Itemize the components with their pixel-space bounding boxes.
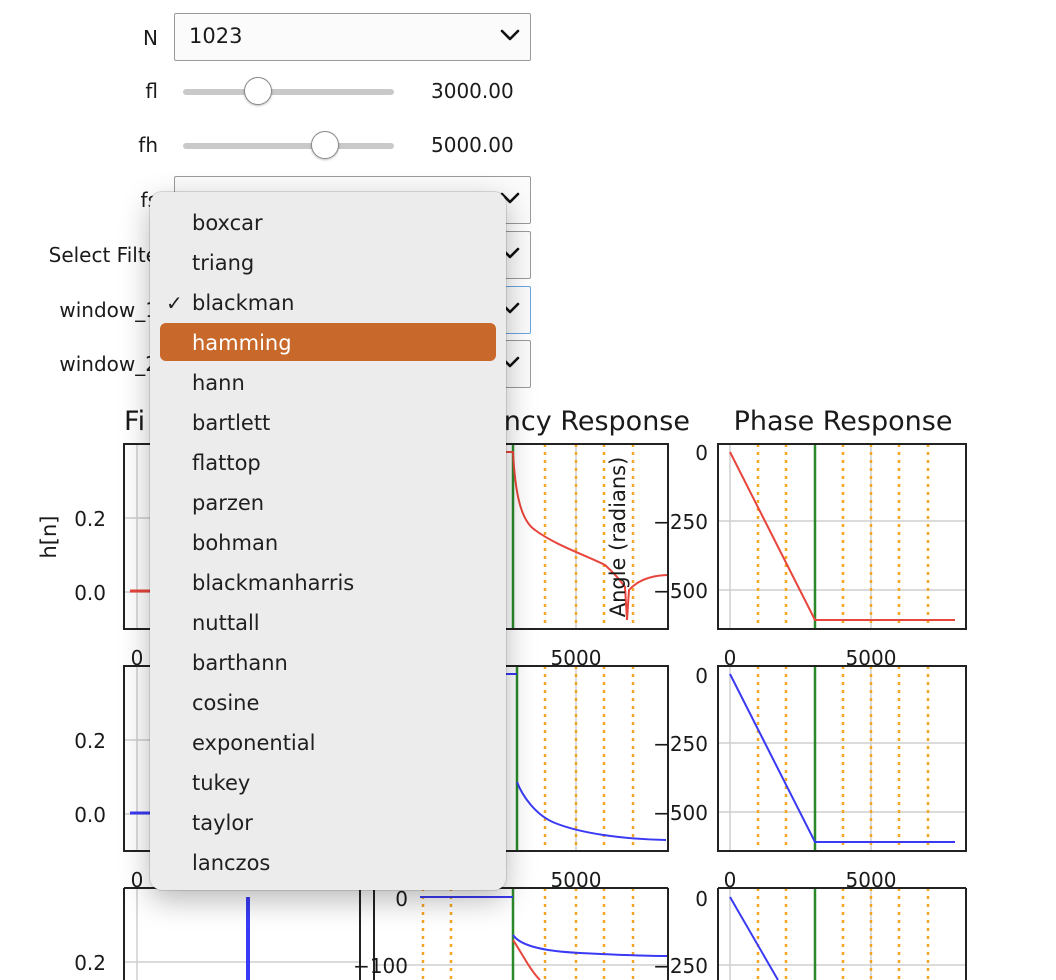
window-dropdown-menu[interactable]: boxcar triang ✓ blackman hamming hann bartlett… [150, 192, 506, 890]
x-tick: 0 [131, 868, 144, 892]
y-tick: 0.2 [74, 507, 106, 531]
menu-item-label: hann [192, 371, 245, 395]
menu-item-bartlett[interactable]: bartlett [160, 403, 496, 441]
menu-item-label: taylor [192, 811, 253, 835]
x-tick: 0 [724, 868, 737, 892]
y-tick: −250 [653, 954, 708, 978]
magnitude-trace-row3-red [512, 939, 541, 980]
y-tick: 0 [695, 887, 708, 911]
y-tick: 0 [395, 887, 408, 911]
fh-label: fh [138, 133, 158, 157]
menu-item-bohman[interactable]: bohman [160, 523, 496, 561]
y-tick: −500 [653, 801, 708, 825]
fl-label: fl [145, 79, 158, 103]
menu-item-flattop[interactable]: flattop [160, 443, 496, 481]
y-tick: −250 [653, 510, 708, 534]
menu-item-boxcar[interactable]: boxcar [160, 203, 496, 241]
y-tick: −250 [653, 732, 708, 756]
menu-item-cosine[interactable]: cosine [160, 683, 496, 721]
fh-slider-thumb[interactable] [311, 131, 340, 159]
chevron-down-icon [500, 192, 520, 204]
menu-item-label: nuttall [192, 611, 260, 635]
menu-item-label: blackman [192, 291, 295, 315]
x-tick: 0 [724, 646, 737, 670]
menu-item-blackman[interactable]: ✓ blackman [160, 283, 496, 321]
phase-response-plot-row3: 0 −250 [653, 887, 967, 980]
menu-item-label: exponential [192, 731, 316, 755]
phase-response-plot-row2: 0 −250 −500 0 5000 [653, 664, 967, 892]
magnitude-response-plot-row1: 5000 [373, 443, 669, 670]
menu-item-lanczos[interactable]: lanczos [160, 843, 496, 881]
menu-item-label: tukey [192, 771, 251, 795]
menu-item-label: barthann [192, 651, 288, 675]
menu-item-label: parzen [192, 491, 265, 515]
menu-item-label: bohman [192, 531, 279, 555]
menu-item-taylor[interactable]: taylor [160, 803, 496, 841]
impulse-response-plot-row3: 0.2 [74, 887, 361, 980]
phase-trace-row1 [729, 451, 955, 621]
magnitude-response-title: ncy Response [504, 406, 690, 437]
menu-item-label: flattop [192, 451, 261, 475]
fl-slider[interactable] [183, 77, 394, 107]
fh-slider[interactable] [183, 131, 394, 161]
menu-item-label: bartlett [192, 411, 271, 435]
menu-item-label: blackmanharris [192, 571, 355, 595]
n-select-value: 1023 [189, 24, 243, 48]
menu-item-label: hamming [192, 331, 292, 355]
filter-type-label: Select Filte [48, 243, 158, 267]
fh-slider-track [183, 143, 394, 149]
menu-item-nuttall[interactable]: nuttall [160, 603, 496, 641]
phase-trace-row2 [729, 673, 955, 843]
menu-item-barthann[interactable]: barthann [160, 643, 496, 681]
fl-slider-thumb[interactable] [243, 77, 272, 105]
window-1-label: window_1 [59, 298, 158, 322]
y-tick: 0.2 [74, 951, 106, 975]
n-select[interactable]: 1023 [174, 13, 531, 61]
y-tick: 0.2 [74, 729, 106, 753]
y-tick: 0 [695, 664, 708, 688]
window-2-label: window_2 [59, 352, 158, 376]
n-label: N [143, 26, 158, 50]
menu-item-triang[interactable]: triang [160, 243, 496, 281]
chevron-down-icon [500, 29, 520, 41]
checkmark-icon: ✓ [166, 291, 183, 315]
fl-value: 3000.00 [431, 79, 514, 103]
magnitude-trace-row1 [490, 451, 668, 621]
y-tick: 0.0 [74, 581, 106, 605]
fl-slider-track [183, 89, 394, 95]
y-tick: 0.0 [74, 803, 106, 827]
magnitude-response-plot-row3: 0 −100 [353, 887, 669, 980]
y-tick: 0 [695, 441, 708, 465]
phase-trace-row3 [729, 896, 779, 980]
menu-item-label: triang [192, 251, 255, 275]
menu-item-tukey[interactable]: tukey [160, 763, 496, 801]
menu-item-hann[interactable]: hann [160, 363, 496, 401]
fh-value: 5000.00 [431, 133, 514, 157]
y-tick: −100 [353, 954, 408, 978]
impulse-response-title: Fi [124, 406, 145, 437]
menu-item-label: lanczos [192, 851, 271, 875]
h-n-axis-label: h[n] [37, 515, 61, 558]
x-tick: 0 [131, 646, 144, 670]
y-tick: −500 [653, 579, 708, 603]
menu-item-parzen[interactable]: parzen [160, 483, 496, 521]
menu-item-label: boxcar [192, 211, 263, 235]
menu-item-blackmanharris[interactable]: blackmanharris [160, 563, 496, 601]
phase-response-plot-row1: 0 −250 −500 0 5000 [653, 441, 967, 670]
phase-axis-label: Angle (radians) [606, 457, 630, 618]
phase-response-title: Phase Response [734, 406, 953, 437]
menu-item-label: cosine [192, 691, 260, 715]
menu-item-exponential[interactable]: exponential [160, 723, 496, 761]
magnitude-trace-row3-blue [420, 896, 669, 957]
menu-item-hamming[interactable]: hamming [160, 323, 496, 361]
